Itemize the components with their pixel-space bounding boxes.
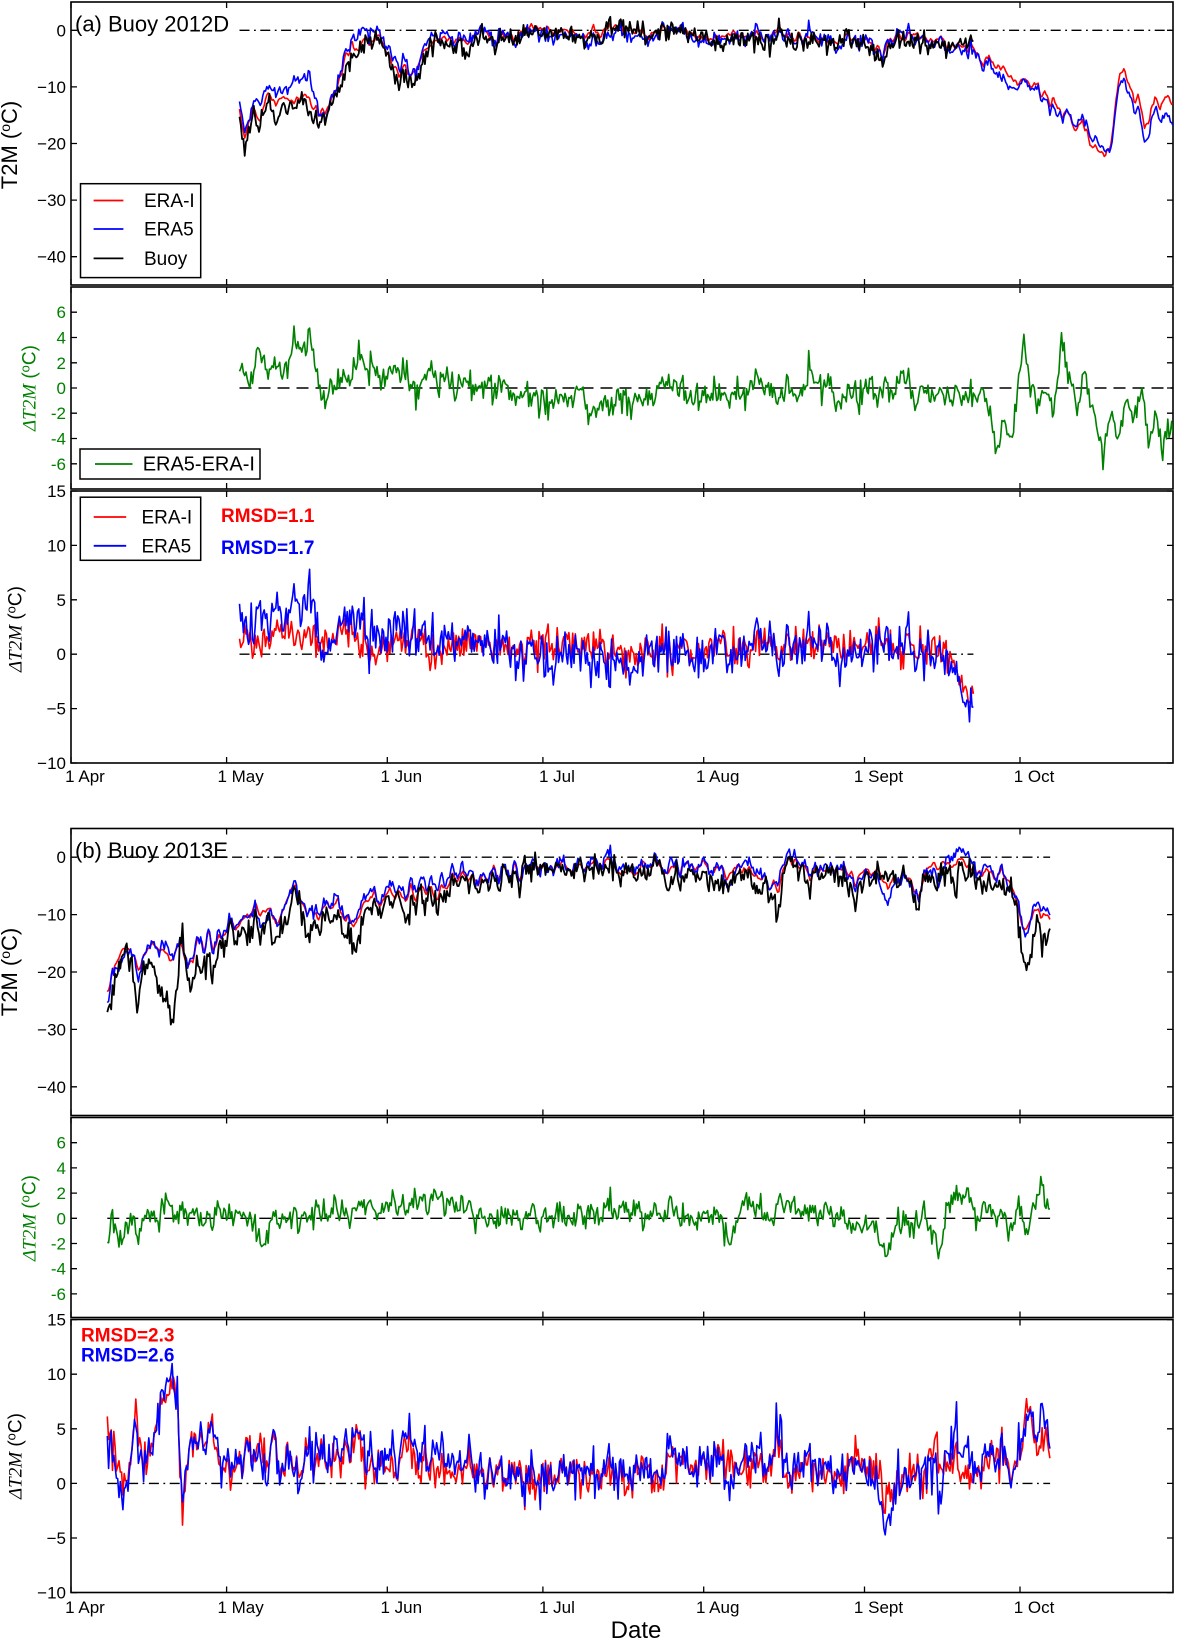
svg-text:−10: −10 (37, 754, 66, 773)
svg-text:ΔT2M (oC): ΔT2M (oC) (4, 586, 27, 673)
svg-text:1 Jul: 1 Jul (539, 1598, 575, 1617)
svg-text:-6: -6 (51, 1285, 66, 1304)
svg-text:0: 0 (57, 848, 66, 867)
svg-text:1 Jun: 1 Jun (381, 1598, 423, 1617)
svg-text:−20: −20 (37, 135, 66, 154)
svg-text:RMSD=1.7: RMSD=1.7 (221, 538, 314, 559)
svg-text:ERA5: ERA5 (144, 220, 194, 241)
svg-text:RMSD=2.6: RMSD=2.6 (81, 1346, 174, 1367)
svg-text:4: 4 (57, 1159, 66, 1178)
svg-text:0: 0 (57, 1474, 66, 1493)
svg-text:1 Jul: 1 Jul (539, 767, 575, 786)
svg-text:1 Apr: 1 Apr (65, 767, 105, 786)
svg-text:-4: -4 (51, 430, 66, 449)
svg-text:−10: −10 (37, 906, 66, 925)
svg-text:RMSD=2.3: RMSD=2.3 (81, 1326, 174, 1347)
svg-text:Buoy: Buoy (144, 249, 188, 270)
svg-text:0: 0 (57, 1209, 66, 1228)
svg-text:1 Sept: 1 Sept (854, 1598, 903, 1617)
svg-text:ERA5: ERA5 (142, 536, 192, 557)
svg-text:−5: −5 (47, 1529, 66, 1548)
svg-text:1 Aug: 1 Aug (696, 1598, 740, 1617)
svg-text:1 Apr: 1 Apr (65, 1598, 105, 1617)
svg-text:5: 5 (57, 1420, 66, 1439)
svg-text:4: 4 (57, 329, 66, 348)
svg-text:0: 0 (57, 379, 66, 398)
svg-text:1 May: 1 May (217, 1598, 264, 1617)
svg-text:1 Sept: 1 Sept (854, 767, 903, 786)
svg-text:ΔT2M (oC): ΔT2M (oC) (18, 345, 41, 432)
svg-text:−10: −10 (37, 1584, 66, 1603)
svg-text:1 Aug: 1 Aug (696, 767, 740, 786)
svg-text:−40: −40 (37, 248, 66, 267)
svg-text:15: 15 (47, 482, 66, 501)
svg-text:0: 0 (57, 21, 66, 40)
svg-text:ΔT2M (oC): ΔT2M (oC) (4, 1413, 27, 1500)
svg-text:ΔT2M (oC): ΔT2M (oC) (18, 1175, 41, 1262)
svg-text:1 Jun: 1 Jun (381, 767, 423, 786)
svg-text:10: 10 (47, 536, 66, 555)
svg-text:-4: -4 (51, 1260, 66, 1279)
svg-text:-2: -2 (51, 404, 66, 423)
svg-text:(a) Buoy 2012D: (a) Buoy 2012D (75, 12, 229, 37)
svg-text:6: 6 (57, 1134, 66, 1153)
svg-text:-2: -2 (51, 1235, 66, 1254)
svg-text:−30: −30 (37, 191, 66, 210)
svg-text:1 May: 1 May (217, 767, 264, 786)
svg-text:5: 5 (57, 591, 66, 610)
svg-text:ERA-I: ERA-I (144, 191, 195, 212)
svg-text:2: 2 (57, 1184, 66, 1203)
svg-text:−10: −10 (37, 78, 66, 97)
svg-text:ERA5-ERA-I: ERA5-ERA-I (143, 454, 255, 476)
svg-text:ERA-I: ERA-I (142, 508, 193, 529)
svg-text:Date: Date (611, 1617, 662, 1641)
svg-text:−30: −30 (37, 1020, 66, 1039)
svg-text:0: 0 (57, 645, 66, 664)
svg-text:1 Oct: 1 Oct (1014, 767, 1055, 786)
svg-text:2: 2 (57, 354, 66, 373)
svg-text:-6: -6 (51, 455, 66, 474)
svg-text:−40: −40 (37, 1078, 66, 1097)
svg-text:6: 6 (57, 303, 66, 322)
svg-text:(b) Buoy 2013E: (b) Buoy 2013E (75, 838, 228, 863)
svg-text:−20: −20 (37, 963, 66, 982)
svg-text:15: 15 (47, 1311, 66, 1330)
svg-text:1 Oct: 1 Oct (1014, 1598, 1055, 1617)
svg-text:RMSD=1.1: RMSD=1.1 (221, 506, 315, 527)
svg-text:T2M (oC): T2M (oC) (0, 101, 22, 189)
svg-text:−5: −5 (47, 700, 66, 719)
svg-text:T2M (oC): T2M (oC) (0, 928, 22, 1016)
svg-text:10: 10 (47, 1365, 66, 1384)
